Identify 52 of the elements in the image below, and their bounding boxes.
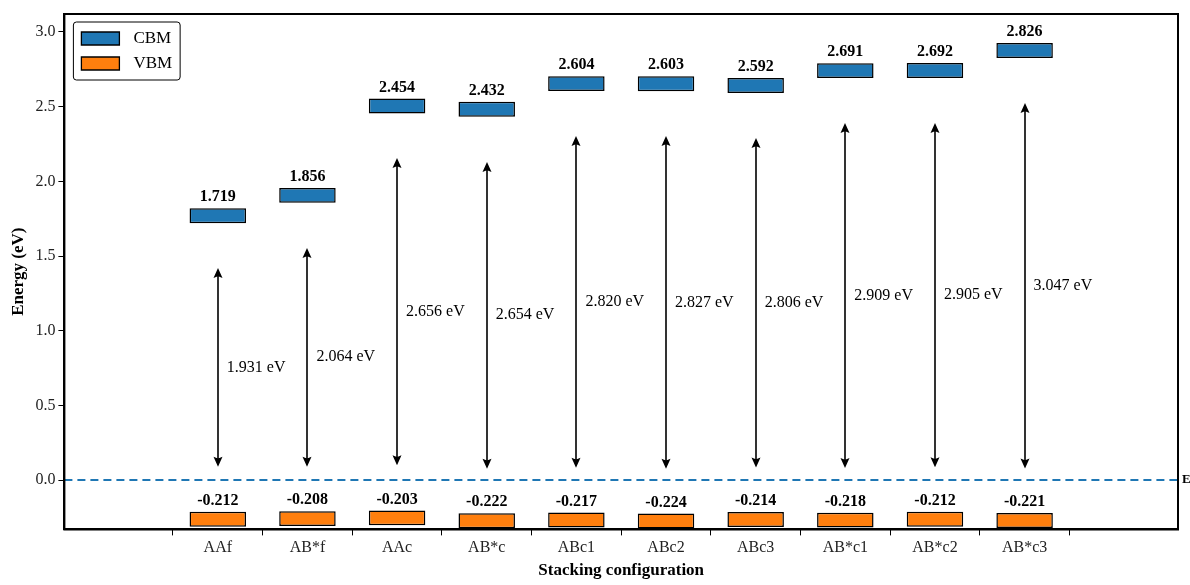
annotation: 2.603: [648, 55, 685, 73]
y-tick-label: 1.0: [35, 320, 56, 338]
annotation: 2.064 eV: [316, 347, 376, 365]
x-tick-label: AB*c3: [1001, 538, 1048, 556]
y-tick-label: 0.0: [35, 470, 56, 488]
annotation: -0.224: [645, 492, 687, 510]
annotation: -0.212: [914, 490, 956, 508]
annotation: -0.221: [1003, 492, 1046, 510]
annotation: 2.905 eV: [943, 285, 1004, 303]
x-tick-label: ABc1: [557, 538, 596, 556]
annotation: 2.592: [737, 57, 774, 75]
x-tick-label: AB*f: [289, 538, 326, 556]
annotation: 2.604: [558, 55, 595, 73]
annotation: -0.218: [824, 491, 866, 509]
annotation: 2.806 eV: [764, 292, 824, 310]
annotation: 2.654 eV: [495, 305, 555, 323]
annotation: 2.454: [379, 77, 416, 95]
annotation: -0.212: [197, 490, 239, 508]
x-tick-label: AAc: [381, 538, 413, 556]
annotation: -0.203: [376, 489, 418, 507]
annotation: -0.217: [555, 491, 598, 509]
annotation: 2.656 eV: [406, 302, 466, 320]
annotation: 2.820 eV: [585, 292, 645, 310]
y-tick-label: 0.5: [35, 395, 56, 413]
y-tick-label: 2.5: [35, 96, 56, 114]
x-tick-label: AAf: [203, 538, 233, 556]
y-tick-label: 2.0: [35, 171, 56, 189]
legend-label: CBM: [133, 28, 172, 48]
annotation: 2.691: [827, 42, 864, 60]
x-tick-label: ABc2: [647, 538, 685, 556]
y-tick-label: 1.5: [35, 246, 56, 264]
annotation: 3.047 eV: [1033, 275, 1093, 293]
annotation: 2.432: [468, 80, 505, 98]
annotation: 2.909 eV: [854, 285, 914, 303]
annotation: 1.931 eV: [226, 357, 286, 375]
annotation: -0.208: [286, 490, 329, 508]
x-tick-label: ABc3: [737, 538, 775, 556]
annotation: 2.826: [1006, 22, 1043, 40]
y-axis-title: Energy (eV): [7, 227, 27, 316]
annotation: 1.719: [199, 187, 236, 205]
legend-label: VBM: [133, 53, 173, 73]
x-axis-title: Stacking configuration: [538, 560, 705, 580]
y-tick-label: 3.0: [35, 22, 56, 40]
ref-line-label: E: [1182, 471, 1190, 487]
x-tick-label: AB*c1: [822, 538, 868, 556]
x-tick-label: AB*c: [468, 538, 506, 556]
annotation: 1.856: [289, 167, 326, 185]
x-tick-label: AB*c2: [912, 538, 958, 556]
annotation: -0.222: [466, 492, 508, 510]
annotation: 2.827 eV: [675, 292, 735, 310]
annotation: -0.214: [735, 491, 777, 509]
annotation: 2.692: [916, 42, 953, 60]
